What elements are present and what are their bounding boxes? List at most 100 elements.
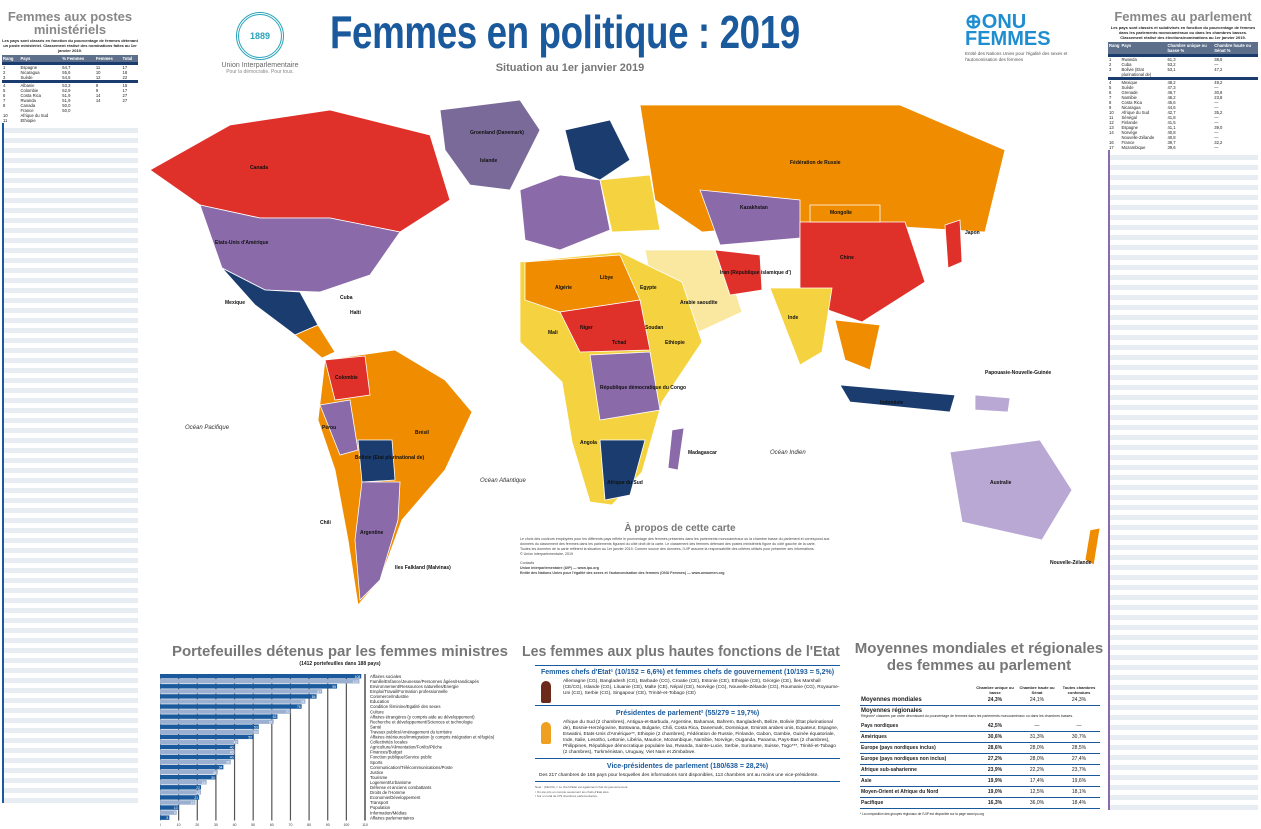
region-value: 22,2% xyxy=(1016,764,1058,776)
table-cell: 51,9 xyxy=(62,93,71,98)
bar-value-label: 22 xyxy=(196,786,200,790)
deputy-speakers-heading: Vice-présidentes de parlement (180/638 =… xyxy=(606,763,769,770)
table-cell: Namibie xyxy=(1121,95,1137,100)
region-value: 19,9% xyxy=(974,775,1016,787)
parliament-table-continued xyxy=(1108,150,1258,810)
left-panel-intro: Les pays sont classés en fonction du pou… xyxy=(2,38,138,53)
bar-category-label: Condition féminine/Egalité des sexes xyxy=(370,704,440,709)
bar-category-label: Droits de l'Homme xyxy=(370,790,406,795)
contact-unwomen: Entité des Nations Unies pour l'égalité … xyxy=(520,571,725,575)
map-country-label: Tchad xyxy=(612,340,627,346)
x-tick-label: 100 xyxy=(343,823,349,827)
map-colombia xyxy=(324,355,371,401)
bar xyxy=(160,785,201,790)
bar xyxy=(160,769,218,775)
bar-category-label: Information/Médias xyxy=(370,810,407,815)
ipu-emblem-icon: 1889 xyxy=(236,12,284,60)
bar xyxy=(160,689,323,694)
table-cell: Norvège xyxy=(1121,130,1138,135)
map-country-label: Colombie xyxy=(335,375,358,381)
bar xyxy=(160,674,362,679)
column-header: Total xyxy=(121,55,138,64)
region-value: 17,4% xyxy=(1016,775,1058,787)
deputy-speakers-text: Des 217 chambres de 166 pays pour lesque… xyxy=(535,773,840,782)
bar xyxy=(160,795,200,800)
region-label: Europe (pays nordiques inclus) xyxy=(860,742,974,754)
parliament-table: Rang Pays Chambre unique ou basse % Chambre… xyxy=(1108,42,1258,150)
map-new-zealand xyxy=(1084,527,1101,566)
x-tick-label: 50 xyxy=(251,823,255,827)
table-cell: 54,5 xyxy=(62,75,71,80)
map-png xyxy=(974,394,1011,413)
table-cell: 1 xyxy=(1109,57,1112,62)
region-value: 18,1% xyxy=(1058,786,1100,798)
bar-category-label: Collectivités locales xyxy=(370,740,408,745)
about-paragraph: Toutes les données de la carte reflètent… xyxy=(520,547,815,551)
table-cell: 7 xyxy=(1109,95,1112,100)
map-country-label: Egypte xyxy=(640,285,657,291)
map-india xyxy=(769,287,833,366)
bar xyxy=(160,709,291,714)
map-country-label: Nouvelle-Zélande xyxy=(1050,560,1092,566)
right-panel-title: Femmes au parlement xyxy=(1114,9,1252,24)
table-cell: — xyxy=(1214,62,1219,67)
cell: 24,1% xyxy=(1016,695,1058,706)
table-cell: Bolivie (Etat plurinational de) xyxy=(1121,67,1152,77)
table-cell: 53,1 xyxy=(1167,67,1176,72)
highest-functions-title-line: Les femmes aux plus hautes fonctions de … xyxy=(522,643,840,661)
table-cell: 47,3 xyxy=(1167,85,1176,90)
table-cell: 41,8 xyxy=(1167,115,1176,120)
column-header: Rang xyxy=(2,55,20,64)
table-cell: 14 xyxy=(95,93,101,98)
bar-value-label: 107 xyxy=(353,680,359,684)
table-cell: 42,7 xyxy=(1167,110,1176,115)
column-header: % Femmes xyxy=(61,55,95,64)
table-cell: 13 xyxy=(1109,125,1114,130)
table-cell: Ethiopie xyxy=(20,118,36,123)
bar xyxy=(160,684,338,689)
table-row: 16 France 39,7 32,2 xyxy=(1108,140,1258,145)
map-country-label: Soudan xyxy=(645,325,664,331)
highest-functions-title: Les femmes aux plus hautes fonctions de … xyxy=(522,643,840,660)
table-cell: Suède xyxy=(1121,85,1134,90)
ipu-name: Union Interparlementaire xyxy=(221,62,299,69)
map-country-label: Iran (République islamique d') xyxy=(720,270,792,276)
heads-of-state-heading: Femmes chefs d'Etat¹ (10/152 = 6,6%) et … xyxy=(540,669,835,676)
table-cell: 55,6 xyxy=(62,70,71,75)
map-central-africa xyxy=(589,351,661,421)
table-cell: 27 xyxy=(122,98,128,103)
highest-functions-title-wrap: Les femmes aux plus hautes fonctions de … xyxy=(522,643,840,661)
ministers-table: Rang Pays% Femmes Femmes Total 1 Espagne 64,7 1… xyxy=(2,55,138,123)
region-label: Europe (pays nordiques non inclus) xyxy=(860,753,974,765)
bar-value-label: 22 xyxy=(196,791,200,795)
left-panel: Femmes aux postes ministériels Les pays … xyxy=(2,10,138,825)
table-cell: — xyxy=(1214,85,1219,90)
bar-category-label: Education xyxy=(370,699,390,704)
right-panel-intro: Les pays sont classés et subdivisés en f… xyxy=(1110,25,1256,40)
region-row: Europe (pays nordiques non inclus) 27,2% 2… xyxy=(860,753,1100,765)
bar xyxy=(160,744,235,750)
left-panel-title: Femmes aux postes ministériels xyxy=(7,9,133,37)
region-row: Afrique sub-saharienne 23,9% 22,2% 23,7% xyxy=(860,764,1100,776)
region-value: 30,7% xyxy=(1058,731,1100,743)
page-title: Femmes en politique : 2019 xyxy=(330,6,800,58)
region-value: 19,0% xyxy=(974,786,1016,798)
chart-title: Portefeuilles détenus par les femmes min… xyxy=(172,643,508,660)
regional-label: Moyennes régionales xyxy=(861,708,923,714)
woman-figure-icon xyxy=(541,722,551,744)
column-header: Pays xyxy=(1120,42,1167,56)
table-cell: 17 xyxy=(122,88,128,93)
region-value: 28,0% xyxy=(1016,753,1058,765)
map-europe-east xyxy=(599,174,661,233)
region-label: Asie xyxy=(860,775,974,787)
table-cell: Nicaragua xyxy=(1121,105,1141,110)
table-cell: 10 xyxy=(1109,110,1114,115)
map-madagascar xyxy=(667,427,685,471)
table-cell: — xyxy=(1214,105,1219,110)
cell: 24,3% xyxy=(974,695,1016,706)
table-cell: 52,9 xyxy=(62,88,71,93)
ocean-label: Océan Pacifique xyxy=(185,425,230,431)
table-cell: 27 xyxy=(122,93,128,98)
table-cell: 46,7 xyxy=(1167,90,1176,95)
region-value: 31,3% xyxy=(1016,731,1058,743)
